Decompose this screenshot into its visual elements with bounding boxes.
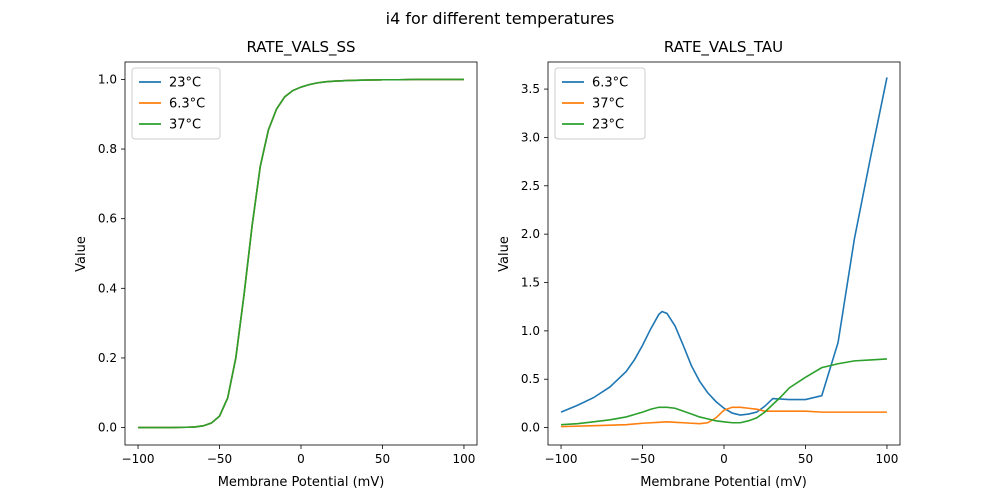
y-tick-label-tau: 0.0 — [521, 421, 540, 435]
legend-label-tau: 23°C — [592, 118, 624, 133]
legend-label-ss: 23°C — [169, 76, 201, 91]
x-tick-label-ss: 0 — [297, 452, 305, 466]
y-tick-label-ss: 0.8 — [98, 142, 117, 156]
legend-tau: 6.3°C 37°C 23°C — [554, 67, 646, 140]
chart-title-tau: RATE_VALS_TAU — [664, 38, 783, 57]
legend-label-ss: 37°C — [169, 118, 201, 133]
y-tick-label-ss: 1.0 — [98, 72, 117, 86]
y-tick-label-tau: 1.0 — [521, 324, 540, 338]
figure-suptitle: i4 for different temperatures — [386, 9, 615, 28]
legend-label-tau: 6.3°C — [592, 76, 628, 91]
plot-area-ss: −100 −50 0 50 100 0.0 0.2 0.4 0.6 0.8 1.0 23°C 6.3°C… — [98, 61, 478, 466]
y-tick-label-ss: 0.6 — [98, 212, 117, 226]
legend-label-tau: 37°C — [592, 97, 624, 112]
x-tick-label-tau: 0 — [720, 452, 728, 466]
x-tick-label-tau: −100 — [545, 452, 578, 466]
y-tick-label-tau: 1.5 — [521, 276, 540, 290]
x-tick-label-ss: 50 — [375, 452, 390, 466]
x-tick-label-tau: 100 — [876, 452, 899, 466]
chart-panel-ss: RATE_VALS_SS −100 −50 0 50 100 0.0 0.2 0.4 0.6 0.… — [74, 38, 478, 490]
y-tick-label-ss: 0.0 — [98, 421, 117, 435]
legend-box-ss — [131, 67, 221, 140]
y-tick-label-tau: 0.5 — [521, 372, 540, 386]
x-tick-label-tau: −50 — [630, 452, 655, 466]
y-axis-label-tau: Value — [497, 236, 512, 272]
x-axis-label-tau: Membrane Potential (mV) — [640, 475, 807, 490]
x-axis-label-ss: Membrane Potential (mV) — [218, 475, 385, 490]
series-line-tau-63c — [560, 77, 888, 416]
y-tick-label-tau: 3.0 — [521, 130, 540, 144]
x-tick-label-ss: 100 — [453, 452, 476, 466]
series-line-tau-23c — [560, 358, 888, 426]
series-line-ss-37c — [138, 78, 464, 429]
legend-label-ss: 6.3°C — [169, 97, 205, 112]
y-axis-label-ss: Value — [74, 236, 89, 272]
series-line-tau-37c — [561, 406, 887, 428]
chart-title-ss: RATE_VALS_SS — [246, 38, 355, 57]
y-tick-label-ss: 0.2 — [98, 351, 117, 365]
y-tick-label-ss: 0.4 — [98, 281, 117, 295]
plot-area-tau: −100 −50 0 50 100 0.0 0.5 1.0 1.5 2.0 2.5 3.0 3.5 6.3… — [521, 61, 901, 466]
legend-box-tau — [554, 67, 646, 140]
chart-panel-tau: RATE_VALS_TAU −100 −50 0 50 100 0.0 0.5 1.0 1.5 2… — [497, 38, 901, 490]
y-tick-label-tau: 2.0 — [521, 227, 540, 241]
x-tick-label-tau: 50 — [798, 452, 813, 466]
legend-ss: 23°C 6.3°C 37°C — [131, 67, 221, 140]
x-tick-label-ss: −100 — [122, 452, 155, 466]
y-tick-label-tau: 2.5 — [521, 179, 540, 193]
y-tick-label-tau: 3.5 — [521, 82, 540, 96]
x-tick-label-ss: −50 — [207, 452, 232, 466]
